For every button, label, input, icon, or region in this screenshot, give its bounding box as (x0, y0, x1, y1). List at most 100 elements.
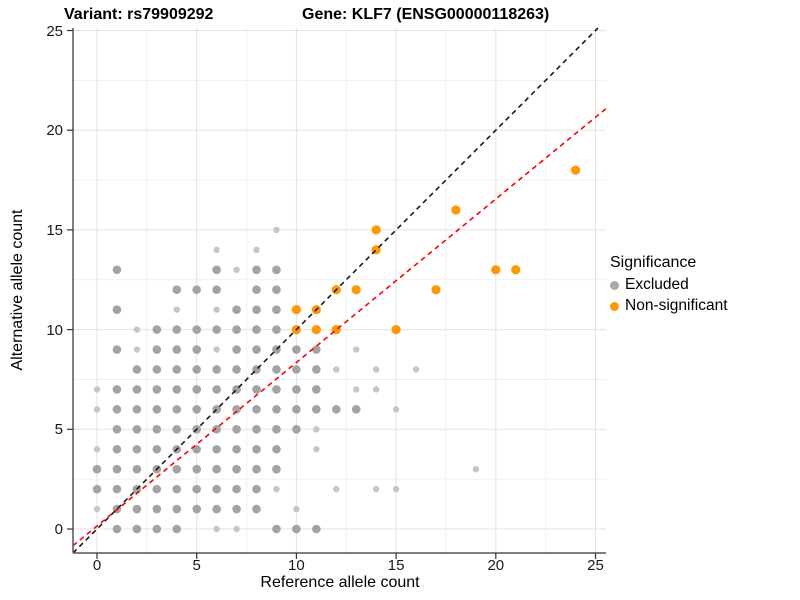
point-excluded (92, 484, 102, 494)
point-excluded (192, 325, 201, 334)
point-excluded (213, 525, 220, 533)
point-excluded (92, 464, 102, 474)
point-excluded (152, 524, 162, 534)
point-excluded (192, 484, 201, 494)
point-excluded (213, 346, 220, 353)
point-excluded (192, 444, 201, 454)
x-tick-label: 10 (288, 557, 305, 574)
point-excluded (272, 524, 281, 534)
point-excluded (132, 425, 142, 434)
point-excluded (152, 504, 162, 514)
point-excluded (212, 464, 221, 474)
point-excluded (132, 524, 142, 534)
point-excluded (252, 484, 261, 494)
point-excluded (252, 265, 261, 275)
point-excluded (412, 366, 420, 373)
point-excluded (472, 465, 480, 473)
point-excluded (152, 325, 162, 334)
point-excluded (152, 484, 162, 494)
point-excluded (351, 405, 361, 414)
point-excluded (132, 385, 142, 394)
point-excluded (112, 385, 122, 394)
legend-item-excluded: Excluded (610, 276, 728, 294)
y-axis-label: Alternative allele count (9, 209, 26, 371)
point-excluded (232, 305, 241, 314)
point-excluded (232, 405, 241, 414)
x-tick-label: 0 (92, 557, 102, 574)
legend-title: Significance (610, 254, 697, 271)
point-excluded (252, 325, 261, 334)
point-excluded (112, 464, 122, 474)
point-excluded (331, 405, 341, 414)
point-excluded (252, 464, 261, 474)
point-excluded (152, 365, 162, 374)
point-excluded (173, 306, 180, 313)
legend-item-nonsignificant: Non-significant (610, 297, 728, 315)
point-excluded (232, 464, 241, 474)
point-excluded (392, 406, 400, 413)
point-excluded (272, 444, 281, 454)
point-excluded (172, 484, 182, 494)
point-excluded (152, 345, 162, 354)
point-excluded (192, 285, 201, 295)
point-excluded (292, 385, 301, 394)
point-excluded (293, 505, 300, 513)
point-excluded (312, 365, 321, 374)
point-excluded (172, 464, 182, 474)
point-excluded (212, 385, 221, 394)
point-nonsignificant (491, 265, 501, 275)
point-excluded (232, 484, 241, 494)
point-excluded (192, 405, 201, 414)
point-excluded (112, 345, 122, 354)
point-nonsignificant (451, 205, 461, 215)
nonsignificant-point-icon (610, 301, 619, 311)
point-excluded (152, 405, 162, 414)
point-excluded (232, 325, 241, 334)
point-excluded (212, 265, 221, 275)
point-excluded (172, 365, 182, 374)
point-excluded (253, 246, 260, 254)
y-tick-label: 15 (46, 221, 63, 239)
point-excluded (152, 385, 162, 394)
x-tick-label: 25 (587, 557, 604, 574)
point-excluded (212, 425, 221, 434)
point-excluded (252, 444, 261, 454)
y-tick-label: 5 (54, 421, 63, 439)
x-tick-label: 5 (192, 557, 201, 574)
point-excluded (112, 484, 122, 494)
point-excluded (312, 524, 321, 534)
point-excluded (272, 305, 281, 314)
x-tick-label: 20 (487, 557, 505, 574)
point-excluded (133, 326, 141, 333)
point-excluded (232, 444, 241, 454)
point-excluded (273, 226, 280, 234)
point-excluded (312, 405, 321, 414)
point-excluded (192, 345, 201, 354)
point-excluded (212, 484, 221, 494)
point-excluded (112, 405, 122, 414)
point-excluded (93, 406, 101, 413)
point-excluded (112, 444, 122, 454)
x-axis-label: Reference allele count (260, 574, 420, 591)
plot-title-gene: Gene: KLF7 (ENSG00000118263) (302, 6, 550, 23)
point-excluded (212, 325, 221, 334)
point-excluded (372, 485, 380, 493)
point-excluded (132, 504, 142, 514)
point-excluded (213, 306, 220, 313)
point-excluded (232, 425, 241, 434)
point-nonsignificant (570, 165, 581, 175)
point-excluded (272, 325, 281, 334)
y-tick-label: 10 (46, 321, 63, 339)
point-excluded (372, 386, 380, 393)
point-excluded (252, 425, 261, 434)
point-excluded (292, 524, 301, 534)
point-excluded (93, 446, 101, 453)
point-excluded (252, 345, 261, 354)
point-excluded (252, 285, 261, 295)
point-excluded (313, 426, 320, 433)
point-excluded (112, 524, 122, 534)
regression-line (72, 108, 607, 547)
point-excluded (292, 345, 301, 354)
point-excluded (353, 346, 360, 353)
